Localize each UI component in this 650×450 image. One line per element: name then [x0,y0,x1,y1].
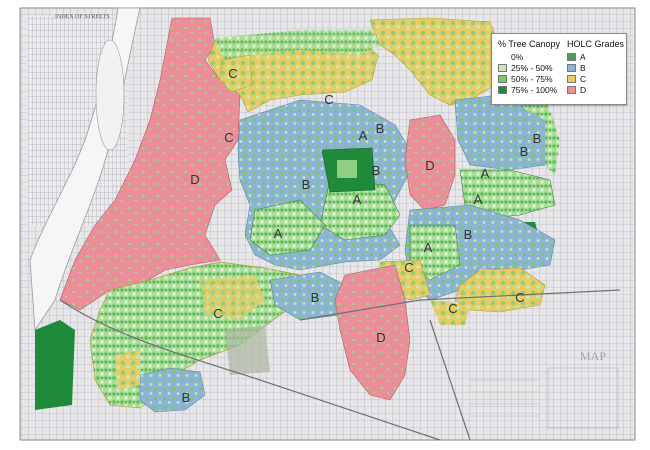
zone-c-south-overlay [200,275,265,320]
grade-label: A [353,192,362,207]
grade-label: B [311,290,320,305]
grade-label: C [228,66,237,81]
map-legend: % Tree Canopy 0% 25% - 50% 50% - 75% 75%… [491,33,627,105]
legend-label: 25% - 50% [511,62,553,73]
legend-label: D [580,84,587,95]
legend-holc-item: D [567,84,625,95]
legend-label: 75% - 100% [511,84,558,95]
legend-holc-item: A [567,51,625,62]
grade-label: B [464,227,473,242]
park-inner [337,160,357,178]
grade-label: A [424,240,433,255]
grade-label: C [448,301,457,316]
legend-swatch [498,63,507,72]
grade-label: C [404,260,413,275]
legend-canopy-item: 75% - 100% [498,84,564,95]
grade-label: B [533,131,542,146]
legend-swatch [567,85,576,94]
zone-green-north [215,30,380,62]
legend-swatch [498,74,507,83]
legend-canopy: % Tree Canopy 0% 25% - 50% 50% - 75% 75%… [498,39,564,95]
legend-label: 50% - 75% [511,73,553,84]
zone-c-west-pocket [115,350,140,390]
grade-label: B [182,390,191,405]
zone-green-east-strip [500,95,560,175]
grade-label: B [372,163,381,178]
zone-a-mid [249,199,326,256]
legend-holc-item: C [567,73,625,84]
zone-gray-south [225,325,270,375]
legend-canopy-title: % Tree Canopy [498,39,561,49]
zone-c-east-small [430,300,470,325]
river-island [95,39,125,151]
zone-b-southwest [139,367,206,413]
holc-zones [35,17,560,413]
grade-label: A [481,166,490,181]
grade-label: C [224,130,233,145]
legend-swatch [567,52,576,61]
rail-lines [59,289,621,441]
legend-holc-title: HOLC Grades [567,39,625,49]
legend-holc-item: B [567,62,625,73]
zone-green-west-strip [35,320,75,410]
map-stamp-text: MAP [580,349,606,363]
zone-a-east-2 [409,224,461,281]
grade-label: A [474,192,483,207]
legend-swatch [498,85,507,94]
grade-label: C [324,92,333,107]
grade-label: C [213,306,222,321]
legend-label: C [580,73,587,84]
legend-label: 0% [511,51,524,62]
grade-label: C [515,290,524,305]
map-title-block: MAP [470,349,619,429]
zone-d-east [404,114,456,211]
grade-label: A [274,226,283,241]
legend-canopy-item: 0% [498,51,564,62]
grade-label: B [302,177,311,192]
grade-label: B [520,144,529,159]
legend-canopy-item: 25% - 50% [498,62,564,73]
zone-d-south [334,264,411,401]
legend-swatch [498,53,507,61]
index-of-streets-title: INDEX OF STREETS [55,14,110,20]
grade-label: D [190,172,199,187]
legend-canopy-item: 50% - 75% [498,73,564,84]
zone-c-small [219,54,253,93]
legend-holc: HOLC Grades A B C D [567,39,625,95]
grade-label: A [359,128,368,143]
legend-swatch [567,74,576,83]
zone-c-east-south [454,267,546,313]
legend-label: B [580,62,586,73]
grade-label: D [376,330,385,345]
grade-label: D [425,158,434,173]
legend-swatch [567,63,576,72]
grade-label: B [376,121,385,136]
legend-label: A [580,51,586,62]
